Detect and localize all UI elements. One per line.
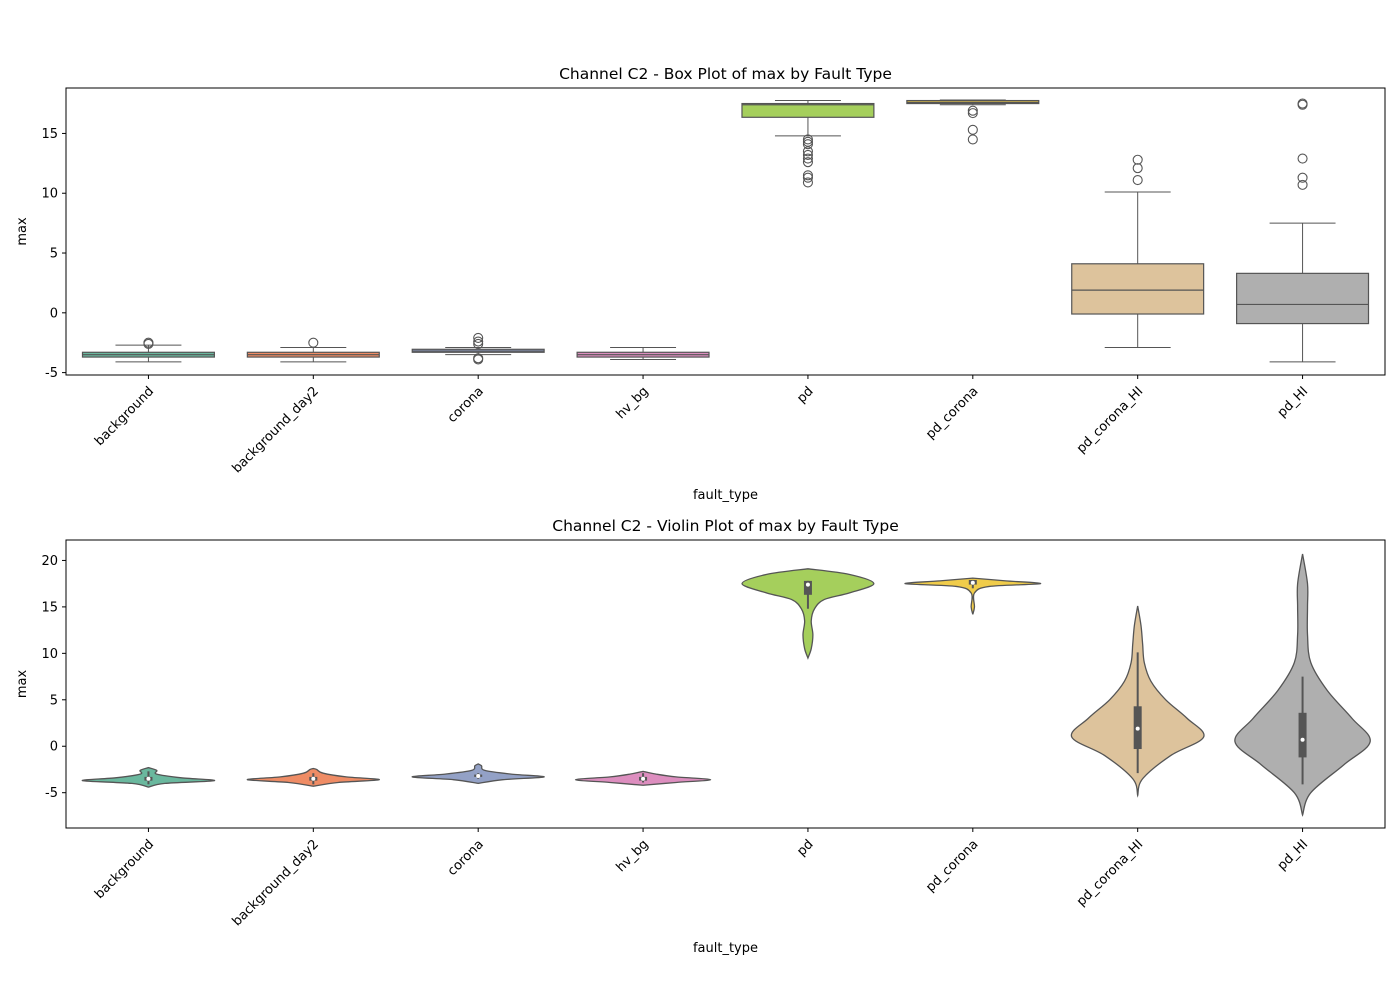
y-tick-label: 0 xyxy=(50,306,58,321)
chart-title: Channel C2 - Box Plot of max by Fault Ty… xyxy=(559,65,892,83)
box xyxy=(1071,263,1205,315)
axes-frame xyxy=(65,539,1386,829)
outlier xyxy=(802,172,813,183)
x-tick-label: background xyxy=(92,837,157,902)
x-tick-label: corona xyxy=(445,837,487,879)
y-tick-label: 5 xyxy=(50,693,58,708)
median xyxy=(970,580,975,585)
outlier xyxy=(967,134,978,145)
x-tick-label: pd_corona xyxy=(923,837,981,895)
outlier xyxy=(802,170,813,181)
box xyxy=(741,102,875,118)
outlier xyxy=(802,139,813,150)
violin xyxy=(904,577,1042,615)
outlier xyxy=(1297,172,1308,183)
median xyxy=(311,776,316,781)
x-tick-label: hv_bg xyxy=(614,384,652,422)
x-axis-label: fault_type xyxy=(693,941,758,956)
outlier xyxy=(967,105,978,116)
outlier xyxy=(802,157,813,168)
y-tick-label: 10 xyxy=(41,647,58,662)
outlier xyxy=(473,332,484,343)
x-tick-label: pd_corona_HI xyxy=(1074,837,1146,909)
y-axis-label: max xyxy=(15,670,30,699)
outlier xyxy=(802,153,813,164)
outlier xyxy=(967,108,978,119)
outlier xyxy=(802,136,813,147)
outlier xyxy=(1132,163,1143,174)
axes-frame xyxy=(65,87,1386,376)
outlier xyxy=(143,338,154,349)
outlier xyxy=(1132,175,1143,186)
median xyxy=(1300,737,1305,742)
median xyxy=(476,773,481,778)
x-tick-label: pd xyxy=(794,837,816,859)
outlier xyxy=(473,354,484,365)
y-tick-label: -5 xyxy=(45,786,58,801)
x-tick-label: background_day2 xyxy=(230,837,322,929)
outlier xyxy=(1297,98,1308,109)
x-tick-label: corona xyxy=(445,384,487,426)
x-tick-label: hv_bg xyxy=(614,837,652,875)
x-tick-label: pd_HI xyxy=(1275,837,1312,874)
outlier xyxy=(802,134,813,145)
outlier xyxy=(1132,154,1143,165)
x-axis-label: fault_type xyxy=(693,488,758,503)
y-tick-label: 10 xyxy=(41,187,58,202)
median xyxy=(1135,726,1140,731)
subplot: Channel C2 - Box Plot of max by Fault Ty… xyxy=(15,65,1386,503)
y-tick-label: 15 xyxy=(41,600,58,615)
outlier xyxy=(802,146,813,157)
median xyxy=(146,776,151,781)
x-tick-label: background_day2 xyxy=(230,384,322,476)
y-tick-label: 0 xyxy=(50,740,58,755)
y-tick-label: 20 xyxy=(41,554,58,569)
x-tick-label: pd xyxy=(794,384,816,406)
y-tick-label: 15 xyxy=(41,127,58,142)
outlier xyxy=(1297,179,1308,190)
y-tick-label: -5 xyxy=(45,366,58,381)
y-tick-label: 5 xyxy=(50,247,58,262)
iqr-box xyxy=(803,580,812,595)
median xyxy=(641,776,646,781)
x-tick-label: background xyxy=(92,384,157,449)
outlier xyxy=(308,337,319,348)
outlier xyxy=(802,177,813,188)
x-tick-label: pd_corona xyxy=(923,384,981,442)
outlier xyxy=(967,124,978,135)
outlier xyxy=(802,149,813,161)
box xyxy=(1236,272,1370,325)
x-tick-label: pd_corona_HI xyxy=(1074,384,1146,456)
x-tick-label: pd_HI xyxy=(1275,384,1312,421)
y-axis-label: max xyxy=(15,217,30,246)
median xyxy=(805,582,810,587)
outlier xyxy=(473,336,484,347)
chart-title: Channel C2 - Violin Plot of max by Fault… xyxy=(552,517,898,535)
violin xyxy=(741,568,875,660)
subplot: Channel C2 - Violin Plot of max by Fault… xyxy=(15,517,1386,956)
outlier xyxy=(473,338,484,349)
iqr-box xyxy=(1298,712,1307,758)
outlier xyxy=(1297,153,1308,164)
